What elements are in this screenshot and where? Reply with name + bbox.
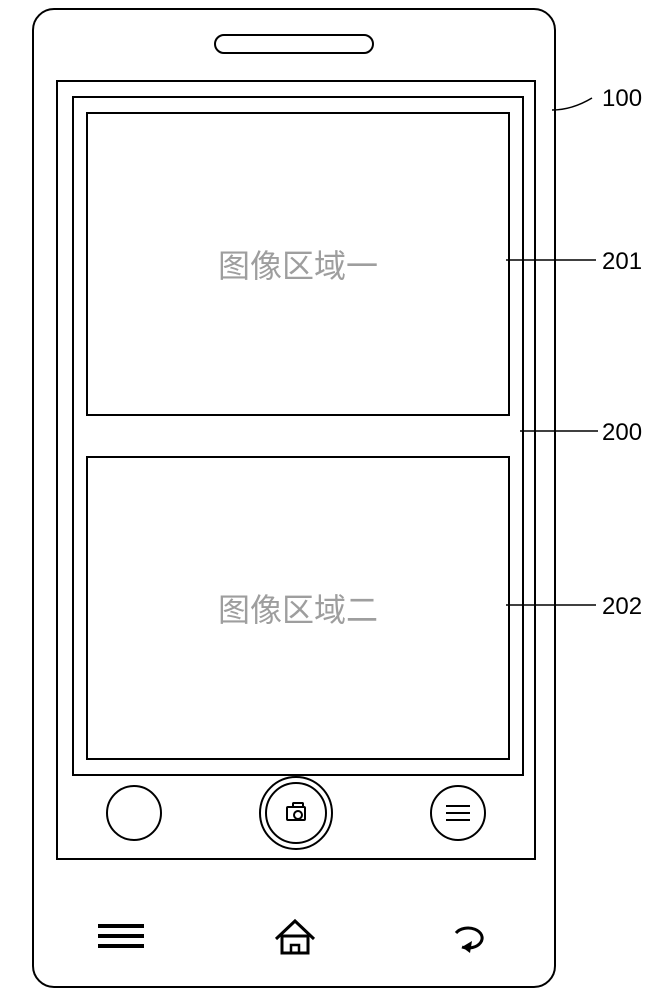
callout-100: 100 [602,85,642,113]
menu-lines-icon [446,805,470,821]
screen-frame: 图像区域一 图像区域二 [56,80,536,860]
callout-200: 200 [602,419,642,447]
image-region-1-label: 图像区域一 [218,241,378,287]
callout-201: 201 [602,248,642,276]
system-nav-row [34,906,554,966]
image-region-2-label: 图像区域二 [218,585,378,631]
leader-201 [506,250,596,270]
leader-200 [520,421,598,441]
image-region-2: 图像区域二 [86,456,510,760]
callout-202: 202 [602,593,642,621]
shutter-button[interactable] [259,776,333,850]
leader-202 [506,595,596,615]
speaker-slot [214,34,374,54]
phone-body: 图像区域一 图像区域二 [32,8,556,988]
nav-menu-icon[interactable] [98,924,144,948]
display-area: 图像区域一 图像区域二 [72,96,524,776]
camera-icon [286,806,306,821]
camera-controls-row [58,774,534,852]
options-button[interactable] [430,785,486,841]
gallery-button[interactable] [106,785,162,841]
nav-home-icon[interactable] [272,915,318,957]
image-region-1: 图像区域一 [86,112,510,416]
nav-back-icon[interactable] [446,919,490,953]
